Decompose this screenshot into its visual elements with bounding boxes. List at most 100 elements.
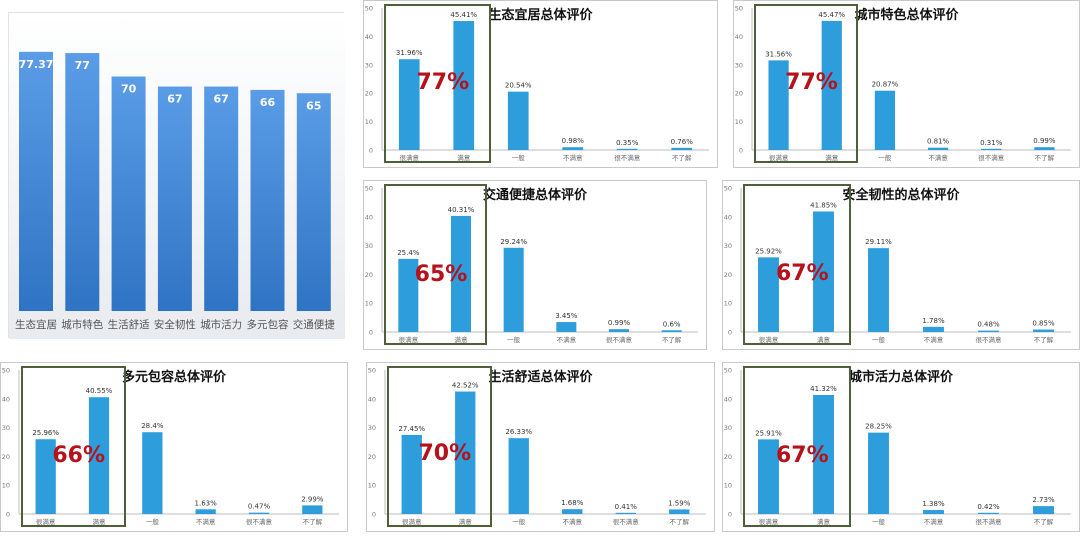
value-label: 31.96% (396, 49, 423, 57)
summary-value-label: 67 (167, 93, 182, 106)
y-tick-label: 20 (724, 453, 732, 461)
bar (401, 434, 422, 514)
bar (978, 330, 999, 332)
value-label: 0.6% (663, 320, 681, 328)
traffic-chart-panel: 交通便捷总体评价 0 10 20 30 40 50 25.4% 很满意 40.31% 满意 29.2… (363, 180, 707, 350)
y-tick-label: 0 (369, 329, 373, 337)
value-label: 42.52% (452, 382, 479, 390)
y-tick-label: 20 (368, 453, 376, 461)
value-label: 1.59% (668, 499, 691, 507)
value-label: 26.33% (505, 428, 532, 436)
y-tick-label: 50 (365, 185, 373, 193)
y-tick-label: 40 (2, 395, 10, 403)
category-label: 很满意 (400, 153, 420, 162)
summary-value-label: 77 (75, 59, 90, 72)
category-label: 一般 (512, 153, 526, 162)
category-label: 不了解 (670, 517, 690, 526)
bar (813, 394, 834, 514)
y-tick-label: 20 (365, 271, 373, 279)
y-tick-label: 50 (365, 5, 373, 13)
value-label: 40.55% (86, 387, 113, 395)
summary-value-label: 66 (260, 96, 276, 109)
value-label: 45.47% (818, 11, 845, 19)
bar (758, 257, 779, 332)
category-label: 一般 (872, 517, 886, 526)
summary-category-label: 交通便捷 (293, 318, 335, 331)
y-tick-label: 50 (724, 185, 732, 193)
summary-value-label: 65 (306, 99, 321, 112)
category-label: 不了解 (1034, 517, 1054, 526)
value-label: 27.45% (398, 425, 425, 433)
highlight-percent: 77% (416, 69, 470, 95)
bar (556, 322, 577, 332)
y-tick-label: 20 (735, 90, 743, 98)
value-label: 1.78% (922, 317, 945, 325)
category-label: 不满意 (196, 517, 216, 526)
value-label: 1.38% (922, 500, 945, 508)
y-tick-label: 10 (735, 118, 743, 126)
value-label: 29.11% (865, 238, 892, 246)
value-label: 3.45% (555, 312, 578, 320)
y-tick-label: 50 (735, 5, 743, 13)
category-label: 很不满意 (978, 153, 1005, 162)
city-feature-chart: 0 10 20 30 40 50 31.56% 很满意 45.47% 满意 20.87% 一般 0.81… (735, 5, 1071, 162)
eco-livable-chart: 0 10 20 30 40 50 31.96% 很满意 45.41% 满意 20.54% 一般 0.98… (365, 5, 709, 162)
summary-bar (250, 89, 285, 312)
summary-category-label: 城市特色 (61, 318, 103, 331)
y-tick-label: 10 (724, 300, 732, 308)
chart-title: 城市特色总体评价 (854, 8, 959, 23)
highlight-frame (21, 366, 126, 527)
safety-chart-panel: 安全韧性的总体评价 0 10 20 30 40 50 25.92% 很满意 41.85% 满意 29… (722, 180, 1080, 350)
value-label: 0.81% (927, 138, 950, 146)
bar (1034, 147, 1055, 150)
category-label: 满意 (455, 335, 469, 344)
y-tick-label: 10 (368, 482, 376, 490)
y-tick-label: 0 (739, 147, 743, 155)
category-label: 不满意 (924, 517, 944, 526)
category-label: 满意 (459, 517, 473, 526)
category-label: 不了解 (1035, 153, 1055, 162)
value-label: 2.99% (301, 495, 324, 503)
summary-value-label: 70 (121, 83, 137, 96)
chart-title: 安全韧性的总体评价 (842, 188, 960, 203)
y-tick-label: 20 (724, 271, 732, 279)
value-label: 0.85% (1032, 320, 1055, 328)
bar (398, 59, 420, 151)
highlight-frame (384, 184, 488, 345)
category-label: 一般 (507, 335, 521, 344)
value-label: 45.41% (450, 11, 477, 19)
category-label: 一般 (512, 517, 526, 526)
bar (868, 432, 889, 514)
y-tick-label: 0 (6, 511, 10, 519)
value-label: 41.85% (810, 201, 837, 209)
value-label: 25.91% (755, 429, 782, 437)
y-tick-label: 10 (365, 118, 373, 126)
bar (508, 438, 529, 514)
eco-livable-chart-panel: 生态宜居总体评价 0 10 20 30 40 50 31.96% 很满意 45.41% 满意 20.… (363, 0, 718, 168)
summary-chart: 77.37 生态宜居 77 城市特色 70 生活舒适 67 安全韧性 67 城市活力 66 多元包容 6… (9, 13, 345, 339)
summary-chart-panel: 77.37 生态宜居 77 城市特色 70 生活舒适 67 安全韧性 67 城市活力 66 多元包容 6… (8, 12, 345, 339)
value-label: 0.35% (616, 139, 639, 147)
bar (142, 432, 163, 514)
category-label: 很满意 (399, 335, 419, 344)
y-tick-label: 20 (2, 453, 10, 461)
value-label: 25.4% (397, 249, 420, 257)
bar (981, 148, 1002, 150)
y-tick-label: 20 (365, 90, 373, 98)
y-tick-label: 0 (372, 511, 376, 519)
summary-category-label: 城市活力 (200, 318, 242, 331)
summary-category-label: 生活舒适 (108, 318, 150, 331)
summary-bar (65, 53, 100, 312)
highlight-frame (754, 4, 859, 163)
category-label: 很不满意 (613, 517, 640, 526)
y-tick-label: 10 (365, 300, 373, 308)
city-vitality-chart-panel: 城市活力总体评价 0 10 20 30 40 50 25.91% 很满意 41.32% 满意 28.… (722, 362, 1080, 532)
y-tick-label: 40 (365, 33, 373, 41)
bar (874, 90, 896, 150)
y-tick-label: 40 (365, 213, 373, 221)
bar (661, 330, 682, 332)
value-label: 28.4% (141, 422, 164, 430)
highlight-percent: 67% (776, 443, 829, 469)
y-tick-label: 40 (368, 395, 376, 403)
inclusive-chart-panel: 多元包容总体评价 0 10 20 30 40 50 25.96% 很满意 40.55% 满意 28.… (0, 362, 348, 532)
